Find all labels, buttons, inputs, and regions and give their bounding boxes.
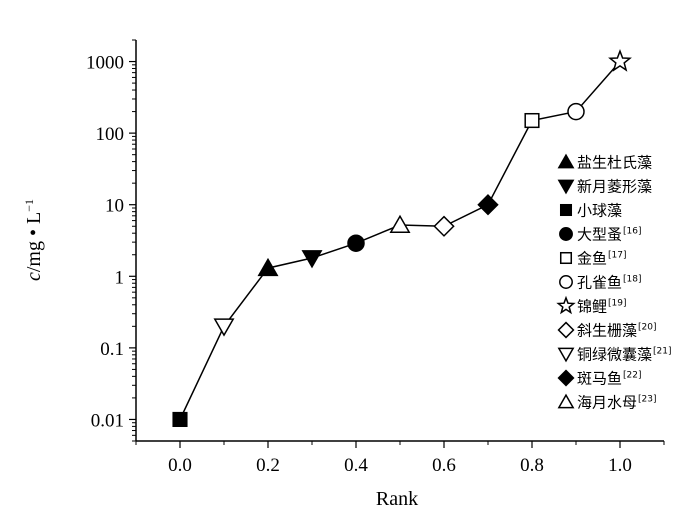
x-tick-label: 0.6 bbox=[432, 455, 456, 476]
y-tick-label: 1 bbox=[115, 267, 125, 288]
legend-reference: [19] bbox=[608, 299, 626, 309]
legend-label: 盐生杜氏藻 bbox=[577, 154, 652, 172]
legend-marker bbox=[559, 227, 573, 241]
legend-series-name: 盐生杜氏藻 bbox=[577, 154, 652, 172]
data-point-circle-open bbox=[567, 102, 585, 121]
y-tick-label: 100 bbox=[96, 124, 125, 145]
legend-marker bbox=[557, 321, 575, 339]
legend-label: 铜绿微囊藻[21] bbox=[577, 346, 672, 364]
data-point-triangle-up-open bbox=[389, 214, 411, 233]
legend-label: 小球藻 bbox=[577, 202, 622, 220]
data-point-triangle-down-filled bbox=[301, 250, 323, 269]
axes: 0.0 0.2 0.4 0.6 0.8 1.0 0.01 0.1 1 10 100 1000 bbox=[86, 39, 665, 476]
y-tick-label: 10 bbox=[105, 196, 124, 217]
legend-reference: [22] bbox=[623, 371, 641, 381]
legend-marker bbox=[557, 179, 575, 195]
legend-reference: [17] bbox=[608, 251, 626, 261]
legend-label: 新月菱形藻 bbox=[577, 178, 652, 196]
connecting-line bbox=[179, 61, 621, 420]
legend-reference: [23] bbox=[638, 395, 656, 405]
legend-label: 大型蚤[16] bbox=[577, 226, 642, 244]
y-tick-label: 1000 bbox=[86, 53, 124, 74]
legend-marker bbox=[559, 275, 573, 289]
legend-label: 斑马鱼[22] bbox=[577, 370, 642, 388]
legend-marker bbox=[556, 295, 576, 315]
legend-label: 海月水母[23] bbox=[577, 394, 657, 412]
legend-reference: [16] bbox=[623, 227, 641, 237]
data-point-square-open bbox=[524, 112, 540, 129]
x-tick-label: 0.8 bbox=[520, 455, 544, 476]
legend-label: 金鱼[17] bbox=[577, 250, 627, 268]
y-axis-title: c/mg • L−1 bbox=[22, 199, 45, 281]
legend-marker bbox=[559, 251, 573, 265]
legend-reference: [18] bbox=[623, 275, 641, 285]
x-tick-label: 0.0 bbox=[168, 455, 192, 476]
legend-marker bbox=[557, 393, 575, 409]
data-point-triangle-down-open bbox=[213, 318, 235, 337]
data-point-square-filled bbox=[172, 411, 188, 428]
legend-series-name: 孔雀鱼 bbox=[577, 274, 622, 292]
legend-series-name: 小球藻 bbox=[577, 202, 622, 220]
data-points bbox=[172, 48, 632, 428]
legend-reference: [20] bbox=[638, 323, 656, 333]
legend-series-name: 斜生栅藻 bbox=[577, 322, 637, 340]
legend-series-name: 新月菱形藻 bbox=[577, 178, 652, 196]
legend-label: 斜生栅藻[20] bbox=[577, 322, 657, 340]
legend-marker bbox=[559, 203, 573, 217]
data-point-star-open bbox=[608, 48, 632, 72]
data-point-triangle-up-filled bbox=[257, 257, 279, 277]
data-point-diamond-filled bbox=[477, 194, 499, 216]
data-point-diamond-open bbox=[433, 215, 455, 237]
x-tick-label: 0.2 bbox=[256, 455, 280, 476]
legend-series-name: 大型蚤 bbox=[577, 226, 622, 244]
legend-series-name: 金鱼 bbox=[577, 250, 607, 268]
y-tick-label: 0.1 bbox=[100, 339, 124, 360]
x-tick-label: 0.4 bbox=[344, 455, 368, 476]
legend-reference: [21] bbox=[653, 347, 671, 357]
legend-label: 锦鲤[19] bbox=[577, 298, 627, 316]
series-line bbox=[179, 61, 621, 420]
legend-label: 孔雀鱼[18] bbox=[577, 274, 642, 292]
legend-series-name: 斑马鱼 bbox=[577, 370, 622, 388]
legend-marker bbox=[557, 153, 575, 169]
legend-series-name: 海月水母 bbox=[577, 394, 637, 412]
legend-marker bbox=[557, 347, 575, 363]
x-tick-label: 1.0 bbox=[608, 455, 632, 476]
y-tick-label: 0.01 bbox=[91, 410, 124, 431]
legend-marker bbox=[557, 369, 575, 387]
x-axis-title: Rank bbox=[376, 488, 418, 510]
legend-series-name: 铜绿微囊藻 bbox=[577, 346, 652, 364]
legend-series-name: 锦鲤 bbox=[577, 298, 607, 316]
data-point-circle-filled bbox=[347, 234, 365, 252]
